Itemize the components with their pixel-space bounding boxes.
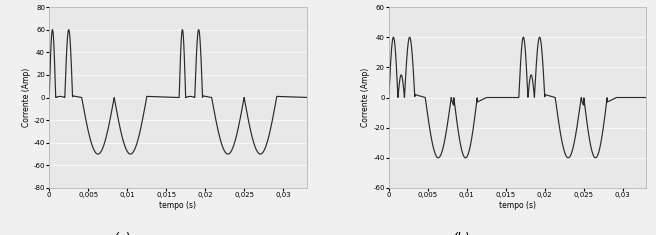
X-axis label: tempo (s): tempo (s) [499, 201, 536, 210]
Y-axis label: Corrente (Amp): Corrente (Amp) [361, 68, 371, 127]
Y-axis label: Corrente (Amp): Corrente (Amp) [22, 68, 31, 127]
Text: (a): (a) [113, 232, 130, 235]
Text: (b): (b) [452, 232, 470, 235]
X-axis label: tempo (s): tempo (s) [159, 201, 196, 210]
